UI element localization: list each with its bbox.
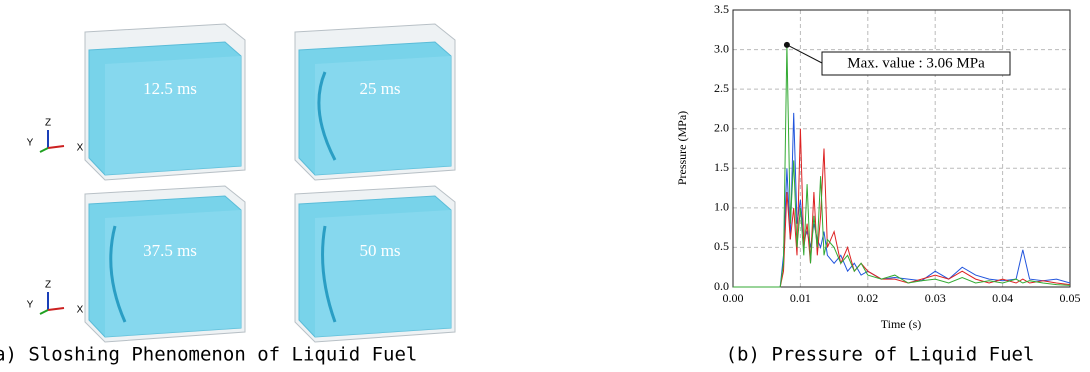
triad-y	[40, 310, 48, 314]
triad-label: Y	[27, 138, 34, 149]
triad-x	[48, 146, 64, 148]
y-tick-label: 2.0	[714, 120, 729, 134]
annotation-text: Max. value : 3.06 MPa	[847, 55, 985, 71]
y-tick-label: 0.5	[714, 239, 729, 253]
triad-label: Y	[27, 300, 34, 311]
caption-b: (b) Pressure of Liquid Fuel	[726, 344, 1035, 366]
y-tick-label: 3.5	[714, 2, 729, 16]
triad-label: Z	[45, 280, 51, 291]
series-line	[733, 45, 1070, 287]
y-tick-label: 1.0	[714, 200, 729, 214]
liquid-front	[315, 56, 451, 175]
triad-label: X	[77, 305, 84, 316]
triad-label: X	[77, 143, 84, 154]
y-axis-label: Pressure (MPa)	[675, 111, 689, 185]
triad-label: Z	[45, 118, 51, 129]
time-label: 50 ms	[359, 241, 400, 260]
x-tick-label: 0.00	[723, 291, 744, 305]
liquid-front	[315, 210, 451, 337]
x-tick-label: 0.02	[857, 291, 878, 305]
figure: 12.5 ms25 ms37.5 ms50 msZYXZYX (a) Slosh…	[0, 0, 1090, 372]
y-tick-label: 3.0	[714, 41, 729, 55]
x-tick-label: 0.05	[1060, 291, 1081, 305]
liquid-front	[105, 210, 241, 337]
time-label: 25 ms	[359, 79, 400, 98]
caption-a: (a) Sloshing Phenomenon of Liquid Fuel	[0, 344, 417, 366]
x-tick-label: 0.03	[925, 291, 946, 305]
x-tick-label: 0.04	[992, 291, 1013, 305]
liquid-front	[105, 56, 241, 175]
y-tick-label: 1.5	[714, 160, 729, 174]
y-tick-label: 2.5	[714, 81, 729, 95]
time-label: 37.5 ms	[143, 241, 197, 260]
x-axis-label: Time (s)	[881, 317, 922, 331]
time-label: 12.5 ms	[143, 79, 197, 98]
triad-x	[48, 308, 64, 310]
leader-line	[787, 45, 822, 63]
x-tick-label: 0.01	[790, 291, 811, 305]
triad-y	[40, 148, 48, 152]
